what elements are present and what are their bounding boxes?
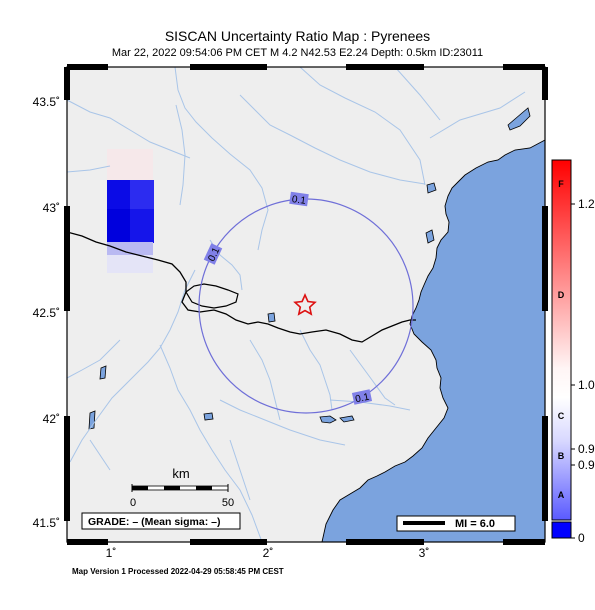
svg-text:1.2: 1.2 [578, 197, 595, 211]
longitude-labels: 1˚ 2˚ 3˚ [106, 546, 430, 560]
svg-text:C: C [558, 411, 565, 421]
svg-text:50: 50 [222, 497, 234, 509]
mediterranean-sea [321, 139, 545, 542]
national-border [67, 231, 416, 343]
svg-text:42.5˚: 42.5˚ [33, 306, 60, 320]
svg-text:1.0: 1.0 [578, 378, 595, 392]
mi-legend: MI = 6.0 [396, 515, 516, 532]
uncertainty-cells [107, 149, 154, 273]
svg-text:43˚: 43˚ [43, 201, 60, 215]
frame-ticks [64, 64, 548, 545]
svg-text:0.9: 0.9 [578, 442, 595, 456]
svg-text:41.5˚: 41.5˚ [33, 516, 60, 530]
svg-text:42˚: 42˚ [43, 412, 60, 426]
map-title: SISCAN Uncertainty Ratio Map : Pyrenees [164, 28, 431, 44]
coastal-lagoons [88, 107, 531, 430]
svg-text:43.5˚: 43.5˚ [33, 95, 60, 109]
scale-bar: km 0 50 [130, 466, 234, 509]
svg-text:0: 0 [130, 497, 136, 509]
svg-text:km: km [172, 466, 189, 481]
contour-label: 0.1 [351, 389, 373, 406]
processing-footer: Map Version 1 Processed 2022-04-29 05:58… [72, 567, 284, 576]
svg-text:0.1: 0.1 [206, 246, 222, 264]
svg-text:GRADE: – (Mean sigma: –): GRADE: – (Mean sigma: –) [88, 516, 220, 528]
epicenter-star-icon[interactable] [293, 293, 317, 316]
grade-box: GRADE: – (Mean sigma: –) [81, 512, 241, 530]
latitude-labels: 43.5˚ 43˚ 42.5˚ 42˚ 41.5˚ [33, 95, 60, 530]
contour-label: 0.1 [289, 191, 309, 207]
svg-text:MI = 6.0: MI = 6.0 [455, 518, 495, 530]
svg-text:B: B [558, 451, 565, 461]
svg-text:0.1: 0.1 [291, 194, 307, 207]
andorra-border [185, 283, 239, 309]
svg-text:F: F [558, 179, 564, 189]
map-subtitle: Mar 22, 2022 09:54:06 PM CET M 4.2 N42.5… [111, 47, 484, 59]
svg-text:0: 0 [578, 531, 585, 545]
svg-text:D: D [558, 290, 565, 300]
rivers [67, 67, 526, 542]
svg-text:2˚: 2˚ [263, 546, 274, 560]
svg-text:A: A [558, 490, 565, 500]
contour-label: 0.1 [203, 243, 222, 265]
colorbar: F D C B A 1.2 1.0 0.9 0.9 0 [551, 159, 595, 545]
svg-text:3˚: 3˚ [419, 546, 430, 560]
svg-text:0.9: 0.9 [578, 458, 595, 472]
svg-text:0.1: 0.1 [354, 392, 370, 406]
svg-text:1˚: 1˚ [106, 546, 117, 560]
